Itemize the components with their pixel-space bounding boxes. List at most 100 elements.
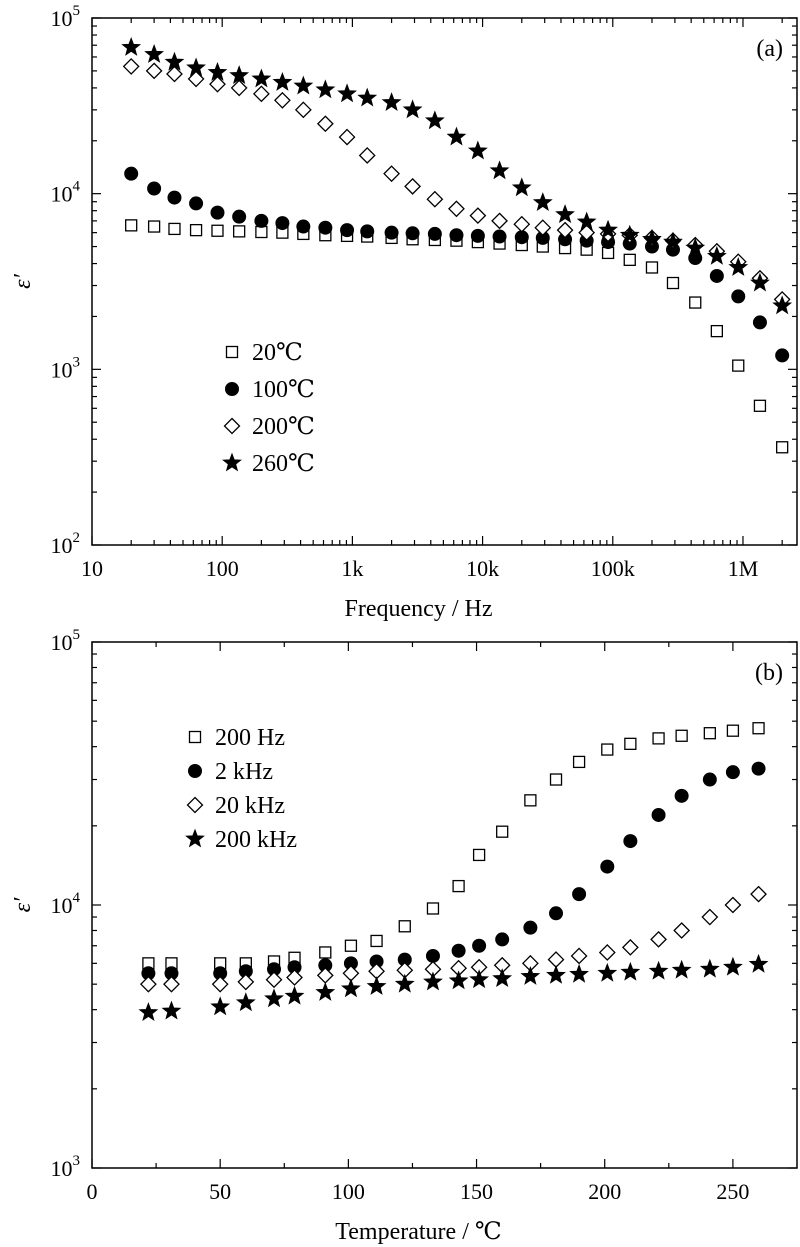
y-tick-label: 102 <box>51 530 81 558</box>
legend-marker <box>188 764 202 778</box>
data-point <box>186 57 206 77</box>
data-point <box>650 930 667 948</box>
data-point <box>341 978 361 998</box>
data-point <box>398 920 411 933</box>
data-point <box>513 215 531 233</box>
data-point <box>726 724 740 737</box>
legend-label: 100℃ <box>252 377 315 403</box>
data-point <box>706 245 727 265</box>
y-tick-base: 10 <box>51 893 73 918</box>
data-point <box>621 938 639 956</box>
data-point <box>237 973 255 991</box>
data-point <box>210 996 231 1016</box>
data-series <box>139 885 767 993</box>
x-tick-label: 10 <box>81 556 103 581</box>
data-point <box>685 237 706 257</box>
data-point <box>776 441 789 454</box>
data-point <box>125 219 138 232</box>
x-tick-label: 0 <box>87 1179 98 1204</box>
legend: 200 Hz 2 kHz 20 kHz 200 kHz <box>185 725 297 853</box>
x-axis-title: Frequency / Hz <box>345 596 493 622</box>
data-point <box>232 209 247 224</box>
data-point <box>338 128 356 146</box>
data-point <box>446 126 467 146</box>
data-point <box>293 75 314 95</box>
data-series <box>138 953 769 1021</box>
data-point <box>252 85 270 103</box>
data-point <box>427 226 442 241</box>
data-point <box>187 70 205 88</box>
data-point <box>775 348 790 363</box>
data-point <box>748 953 769 973</box>
data-point <box>426 190 444 208</box>
data-point <box>229 65 250 85</box>
data-point <box>296 219 311 234</box>
data-point <box>534 219 552 237</box>
x-tick-label: 10k <box>466 556 499 581</box>
data-point <box>145 62 163 80</box>
data-point <box>316 115 334 133</box>
data-point <box>138 1002 159 1021</box>
data-point <box>703 727 716 740</box>
data-point <box>405 226 420 241</box>
data-point <box>344 939 358 952</box>
data-point <box>402 99 423 119</box>
y-tick-exponent: 3 <box>73 354 81 370</box>
data-point <box>423 971 443 991</box>
data-point <box>168 222 181 236</box>
y-tick-base: 10 <box>51 1156 73 1181</box>
data-point <box>731 289 746 304</box>
data-point <box>124 166 139 181</box>
data-point <box>424 110 445 130</box>
x-tick-label: 200 <box>588 1179 621 1204</box>
plot-frame <box>91 17 798 546</box>
y-tick-label: 104 <box>51 890 81 918</box>
y-tick-label: 103 <box>51 354 81 382</box>
data-point <box>549 906 564 921</box>
x-tick-label: 1k <box>341 556 363 581</box>
data-series <box>122 58 791 308</box>
data-point <box>666 276 680 290</box>
data-point <box>569 963 589 983</box>
data-point <box>469 969 490 989</box>
legend: 20℃ 100℃ 200℃ 260℃ <box>222 340 315 477</box>
data-point <box>315 79 336 99</box>
data-point <box>532 192 553 211</box>
y-tick-base: 10 <box>51 533 73 558</box>
data-point <box>122 58 140 75</box>
data-point <box>255 225 268 239</box>
data-point <box>520 966 541 985</box>
data-point <box>511 177 532 197</box>
data-point <box>572 755 586 769</box>
data-point <box>273 91 291 109</box>
data-point <box>752 722 765 735</box>
data-point <box>645 261 659 274</box>
data-point <box>164 51 185 71</box>
data-point <box>147 181 162 196</box>
y-tick-label: 103 <box>51 1153 81 1181</box>
data-point <box>578 224 596 242</box>
panel-label: (a) <box>756 36 783 62</box>
data-point <box>701 908 719 926</box>
data-point <box>572 887 587 902</box>
data-point <box>147 220 161 233</box>
y-tick-label: 105 <box>51 3 81 31</box>
x-tick-label: 100k <box>591 556 635 581</box>
data-point <box>652 732 665 745</box>
data-point <box>166 65 183 83</box>
data-point <box>752 315 767 330</box>
data-point <box>211 224 224 237</box>
data-point <box>732 359 745 372</box>
data-point <box>163 975 180 993</box>
data-point <box>319 946 332 959</box>
data-point <box>546 964 566 984</box>
data-point <box>751 761 766 776</box>
legend-label: 20℃ <box>252 340 303 366</box>
data-point <box>384 225 399 240</box>
data-point <box>294 101 312 119</box>
data-point <box>489 160 510 180</box>
data-point <box>619 224 640 244</box>
y-tick-exponent: 2 <box>73 530 81 546</box>
data-point <box>189 196 204 211</box>
